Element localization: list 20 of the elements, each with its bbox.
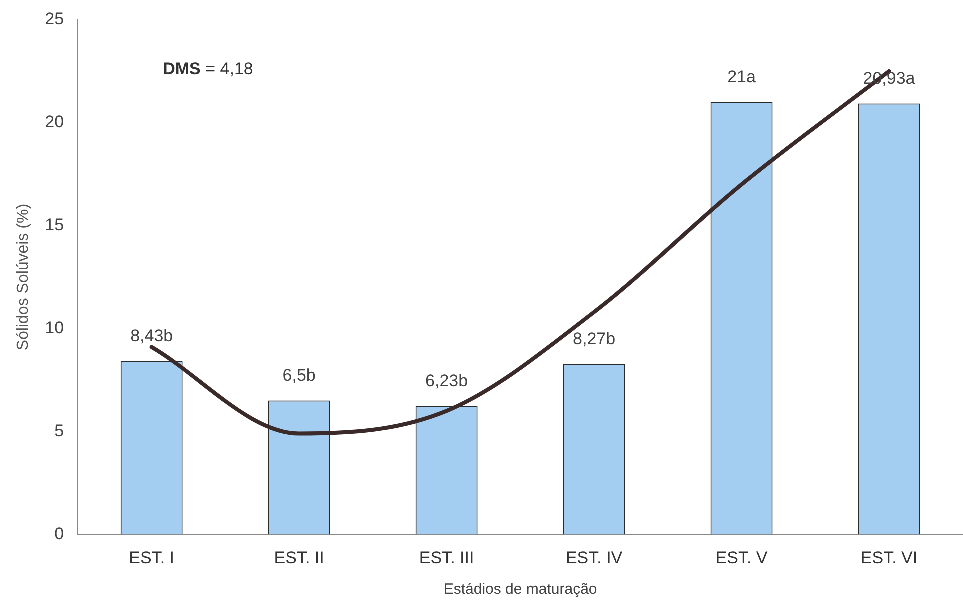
data-label: 8,43b (130, 326, 174, 346)
data-label: 21a (728, 68, 756, 87)
y-tick-label: 20 (45, 112, 64, 132)
x-tick-label: EST. I (129, 548, 175, 568)
y-tick-label: 25 (45, 10, 64, 29)
y-tick-label: 10 (45, 318, 64, 338)
data-label: 6,23b (426, 372, 468, 391)
y-axis-title: Sólidos Solúveis (%) (15, 204, 32, 351)
x-tick-label: EST. III (419, 548, 474, 568)
data-label: 8,27b (573, 330, 616, 349)
data-label: 6,5b (282, 366, 316, 385)
y-tick-label: 5 (54, 421, 64, 440)
y-tick-label: 15 (45, 216, 64, 235)
x-axis-title: Estádios de maturação (444, 581, 598, 598)
x-tick-label: EST. II (274, 548, 324, 568)
annotation: DMS = 4,18 (163, 60, 254, 79)
x-tick-label: EST. VI (860, 548, 918, 568)
x-tick-label: EST. V (716, 548, 768, 568)
y-tick-label: 0 (54, 524, 64, 544)
x-tick-label: EST. IV (566, 548, 624, 568)
